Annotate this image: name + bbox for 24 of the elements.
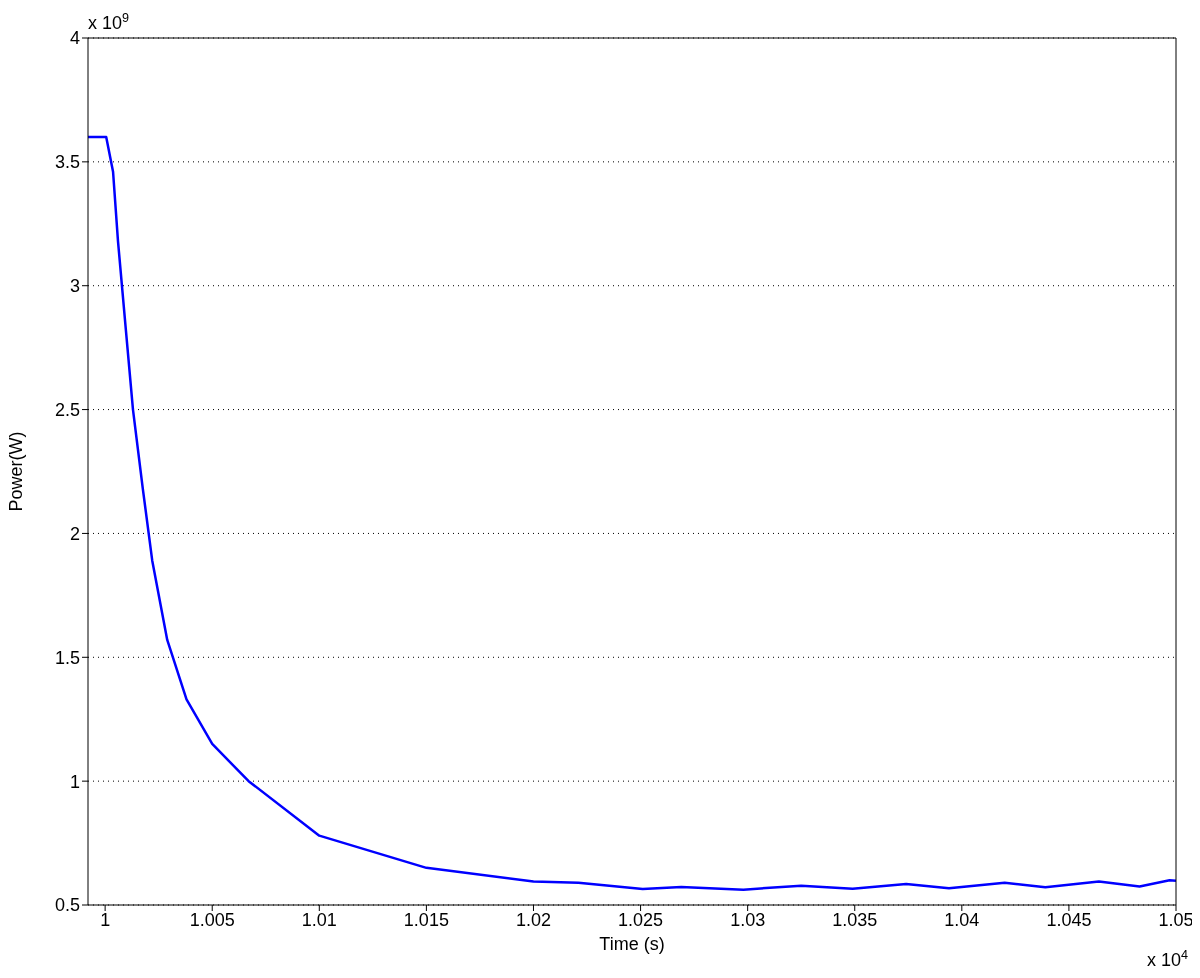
- y-tick-label: 1: [69, 771, 80, 792]
- x-tick-label: 1.05: [1158, 909, 1194, 930]
- y-tick-label: 2.5: [54, 399, 80, 420]
- y-tick-label: 3: [69, 276, 80, 297]
- line-series: [88, 135, 1176, 891]
- x-tick-label: 1.035: [832, 909, 878, 930]
- x-tick-label: 1.025: [618, 909, 664, 930]
- y-tick-label: 2: [69, 523, 80, 544]
- text: x 10$^{9}$: [88, 11, 130, 33]
- x-tick-label: 1: [100, 909, 111, 930]
- x-tick-label: 1.04: [944, 909, 980, 930]
- x-tick-label: 1.005: [189, 909, 235, 930]
- x-tick-label: 1.045: [1046, 909, 1092, 930]
- y-tick-label: 0.5: [54, 895, 80, 916]
- x-axis-title: Time (s): [599, 934, 665, 954]
- y-tick-label: 1.5: [54, 647, 80, 668]
- x-tick-label: 1.02: [515, 909, 551, 930]
- text: x 10$^{4}$: [1146, 948, 1188, 970]
- y-axis-title: Power(W): [6, 431, 27, 512]
- x-tick-label: 1.015: [403, 909, 449, 930]
- x-tick-label: 1.03: [730, 909, 766, 930]
- y-tick-label: 3.5: [54, 152, 80, 173]
- y-tick-label: 4: [69, 28, 80, 49]
- x-tick-label: 1.01: [301, 909, 337, 930]
